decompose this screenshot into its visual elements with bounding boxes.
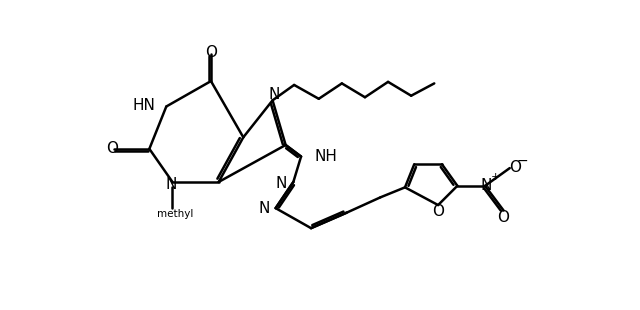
Text: O: O bbox=[205, 45, 217, 60]
Text: N: N bbox=[165, 177, 177, 192]
Text: methyl: methyl bbox=[157, 209, 193, 219]
Text: N: N bbox=[481, 178, 492, 193]
Text: N: N bbox=[258, 201, 269, 216]
Text: NH: NH bbox=[315, 149, 338, 164]
Text: N: N bbox=[268, 87, 280, 102]
Text: O: O bbox=[106, 141, 118, 156]
Text: +: + bbox=[490, 172, 500, 182]
Text: N: N bbox=[276, 176, 287, 191]
Text: O: O bbox=[497, 210, 509, 225]
Text: O: O bbox=[432, 205, 444, 219]
Text: −: − bbox=[517, 154, 529, 168]
Text: HN: HN bbox=[132, 98, 156, 113]
Text: O: O bbox=[509, 160, 521, 175]
